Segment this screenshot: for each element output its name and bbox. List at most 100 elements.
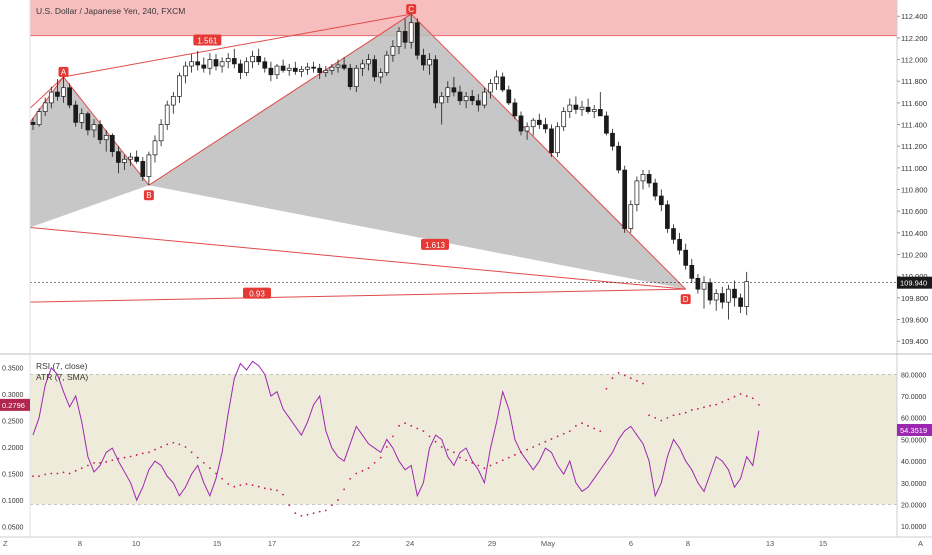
candle[interactable] [225,53,231,69]
candle[interactable] [744,271,750,316]
candle[interactable] [195,50,201,71]
candle[interactable] [122,154,127,171]
candle[interactable] [61,76,66,103]
candle[interactable] [91,119,97,138]
candle[interactable] [701,276,707,309]
candle[interactable] [427,53,432,75]
candle[interactable] [219,57,225,73]
candle[interactable] [292,61,298,75]
candle[interactable] [543,118,548,134]
candle[interactable] [482,87,487,109]
candle[interactable] [622,165,628,233]
candle[interactable] [457,85,463,106]
candle[interactable] [683,243,689,270]
candle[interactable] [610,128,615,151]
candle[interactable] [158,119,164,147]
candle[interactable] [402,18,408,49]
candle[interactable] [536,113,542,129]
candle[interactable] [134,150,140,164]
rsi-line[interactable] [32,360,760,502]
candle[interactable] [183,61,188,84]
candle[interactable] [634,176,640,212]
candle[interactable] [335,59,341,73]
candle[interactable] [579,100,585,116]
candle[interactable] [689,258,695,283]
candle[interactable] [97,120,103,145]
candle[interactable] [665,200,670,233]
candle[interactable] [500,72,506,93]
candle[interactable] [244,57,249,76]
candle[interactable] [384,50,390,76]
candle[interactable] [561,107,567,132]
candle[interactable] [567,98,573,119]
candle[interactable] [85,111,91,136]
candle[interactable] [299,66,304,77]
candle[interactable] [238,59,243,80]
candle[interactable] [463,92,469,109]
price-pane[interactable]: A B C D 1.561 1.613 0.93 [29,0,897,320]
candle[interactable] [311,61,316,73]
candle[interactable] [207,53,213,75]
candle[interactable] [378,68,384,84]
candle[interactable] [604,111,609,136]
candle[interactable] [109,133,115,158]
candle[interactable] [201,57,207,73]
candle[interactable] [360,59,365,76]
candle[interactable] [506,85,512,106]
candle[interactable] [48,86,54,109]
candle[interactable] [640,170,646,190]
candle[interactable] [445,81,451,103]
candle[interactable] [475,94,481,112]
candle[interactable] [494,70,499,90]
candle[interactable] [390,40,396,62]
candle[interactable] [189,54,194,73]
candle[interactable] [30,118,36,130]
candle[interactable] [323,66,329,77]
candle[interactable] [439,92,445,125]
candle[interactable] [591,105,597,119]
candle[interactable] [646,170,652,188]
candle[interactable] [213,54,219,71]
candle[interactable] [262,57,268,73]
candle[interactable] [42,97,48,116]
candle[interactable] [140,157,146,181]
candle[interactable] [512,98,518,120]
candle[interactable] [433,55,438,109]
candle[interactable] [36,108,42,127]
candle[interactable] [518,111,524,136]
candle[interactable] [414,18,420,60]
candle[interactable] [421,48,426,71]
candle[interactable] [116,146,121,174]
candle[interactable] [286,63,292,76]
candle[interactable] [128,152,133,166]
candle[interactable] [231,48,237,69]
candle[interactable] [250,50,255,69]
candle[interactable] [347,63,353,90]
candle[interactable] [713,289,719,311]
candle[interactable] [329,63,335,75]
candle[interactable] [585,98,591,114]
candle[interactable] [628,200,634,233]
candle[interactable] [305,62,310,75]
candle[interactable] [549,124,554,158]
candle[interactable] [73,100,79,127]
candle[interactable] [341,57,347,71]
candle[interactable] [177,72,182,103]
candle[interactable] [366,54,371,71]
candle[interactable] [707,278,713,305]
candle[interactable] [170,92,176,114]
candle[interactable] [164,100,170,130]
candle[interactable] [396,27,402,55]
candle[interactable] [372,55,377,82]
candle[interactable] [695,274,701,294]
candle[interactable] [573,96,579,114]
pattern-point-b[interactable] [143,190,154,201]
candle[interactable] [652,178,658,201]
candle[interactable] [451,76,457,97]
candle[interactable] [726,284,731,320]
pattern-point-c[interactable] [406,4,417,15]
candle[interactable] [79,108,85,129]
candle[interactable] [658,189,664,212]
candle[interactable] [353,64,359,93]
pattern-point-a[interactable] [58,66,69,77]
